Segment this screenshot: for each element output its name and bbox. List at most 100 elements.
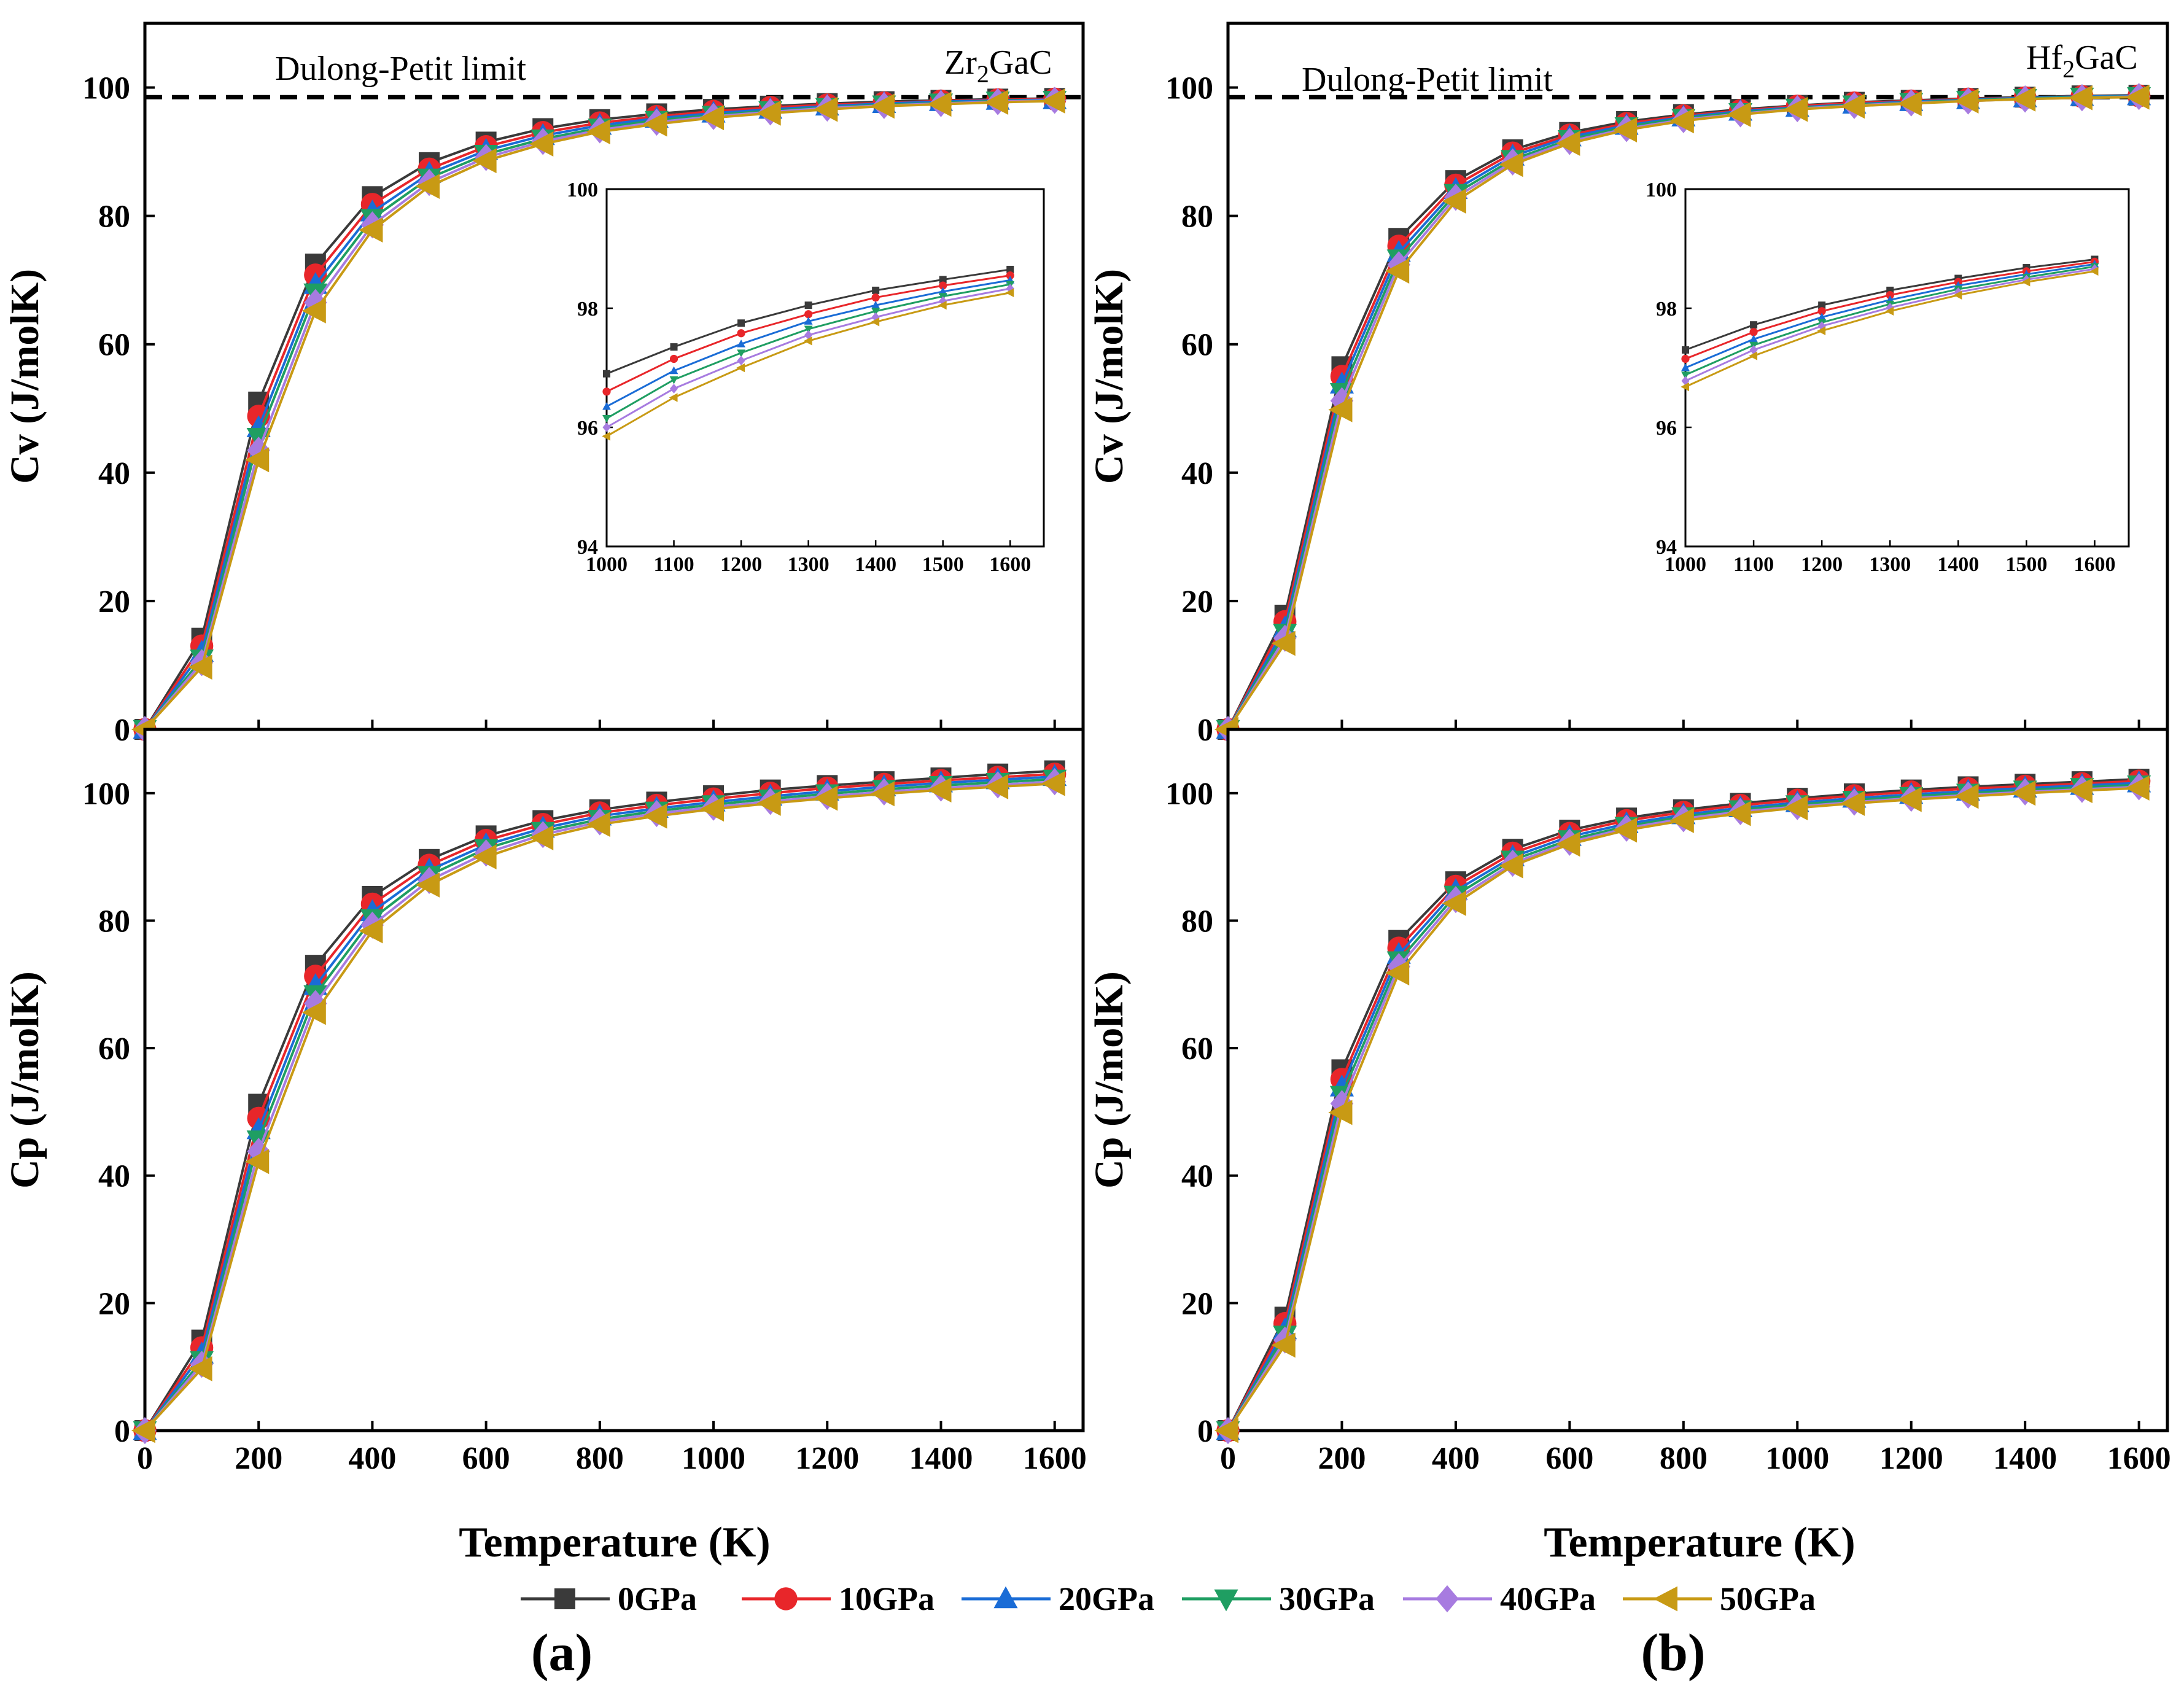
x-tick-label: 1400 — [1937, 553, 1979, 576]
data-point-10GPa — [1006, 271, 1014, 280]
data-point-50GPa — [1669, 108, 1694, 134]
y-axis-title: Cp (J/molK) — [2, 971, 47, 1189]
data-point-50GPa — [1954, 88, 1979, 114]
data-point-20GPa — [1681, 363, 1690, 371]
data-point-50GPa — [188, 1356, 212, 1381]
y-tick-label: 96 — [577, 417, 598, 440]
data-point-30GPa — [1681, 371, 1690, 379]
data-point-50GPa — [1784, 96, 1808, 122]
data-point-50GPa — [586, 119, 610, 145]
y-tick-label: 60 — [1181, 328, 1213, 363]
legend-label-40GPa: 40GPa — [1500, 1580, 1596, 1617]
x-tick-label: 1300 — [1869, 553, 1911, 576]
data-point-40GPa — [1681, 376, 1690, 386]
data-point-40GPa — [737, 355, 745, 366]
x-tick-label: 600 — [1545, 1441, 1593, 1476]
legend-label-10GPa: 10GPa — [839, 1580, 935, 1617]
data-point-0GPa — [670, 343, 678, 351]
x-tick-label: 1200 — [795, 1441, 859, 1476]
zr-subscript: 2 — [977, 60, 989, 88]
data-point-50GPa — [1499, 853, 1523, 879]
data-point-0GPa — [1818, 301, 1826, 309]
legend-marker-20GPa — [993, 1586, 1018, 1609]
y-tick-label: 94 — [1656, 536, 1677, 559]
data-point-40GPa — [304, 990, 327, 1017]
data-point-50GPa — [736, 363, 745, 373]
x-axis-title-b: Temperature (K) — [1544, 1519, 1855, 1566]
y-axis-title: Cv (J/molK) — [2, 269, 47, 484]
x-tick-label: 1100 — [653, 553, 694, 576]
data-point-50GPa — [415, 872, 440, 898]
legend-marker-0GPa — [554, 1588, 575, 1609]
data-point-20GPa — [871, 300, 880, 309]
data-point-40GPa — [1006, 284, 1014, 293]
dulong-petit-label-a: Dulong-Petit limit — [275, 50, 527, 88]
x-tick-label: 1600 — [2107, 1441, 2171, 1476]
zr-suffix: GaC — [989, 44, 1052, 82]
x-tick-label: 1100 — [1733, 553, 1774, 576]
data-point-10GPa — [602, 387, 611, 396]
data-point-40GPa — [669, 384, 678, 394]
data-point-20GPa — [737, 340, 745, 348]
data-point-10GPa — [1681, 354, 1690, 363]
x-tick-label: 1000 — [586, 553, 628, 576]
data-point-50GPa — [1727, 801, 1751, 826]
data-point-50GPa — [472, 844, 497, 870]
data-point-50GPa — [1897, 787, 1922, 812]
compound-label-zr2gac: Zr2GaC — [944, 44, 1052, 88]
x-tick-label: 800 — [1660, 1441, 1708, 1476]
y-tick-label: 40 — [98, 1159, 130, 1194]
x-tick-label: 1000 — [1765, 1441, 1829, 1476]
data-point-50GPa — [2068, 778, 2093, 804]
x-tick-label: 1000 — [1665, 553, 1706, 576]
data-point-50GPa — [1385, 258, 1410, 284]
y-tick-label: 0 — [1197, 1414, 1213, 1449]
data-point-30GPa — [669, 376, 678, 384]
x-tick-label: 400 — [1432, 1441, 1480, 1476]
data-point-50GPa — [2021, 278, 2030, 287]
y-tick-label: 80 — [1181, 904, 1213, 939]
x-tick-label: 1500 — [922, 553, 964, 576]
y-tick-label: 40 — [1181, 456, 1213, 491]
data-point-50GPa — [938, 300, 947, 310]
y-axis-title: Cp (J/molK) — [1087, 971, 1132, 1189]
data-point-50GPa — [699, 105, 725, 131]
data-point-10GPa — [737, 329, 745, 338]
data-point-30GPa — [871, 308, 880, 316]
chart-hf-cp: 0 200 400 600 800 1000 1200 1400 1600 0 20 40 60 80 10… — [1087, 728, 2171, 1476]
zr-prefix: Zr — [944, 44, 977, 82]
x-tick-label: 800 — [576, 1441, 624, 1476]
data-point-50GPa — [814, 785, 838, 811]
legend-marker-50GPa — [1653, 1586, 1677, 1612]
y-tick-label: 94 — [577, 536, 598, 559]
data-point-50GPa — [359, 217, 383, 243]
data-point-50GPa — [643, 803, 667, 829]
data-point-50GPa — [1005, 288, 1014, 297]
data-point-10GPa — [1886, 291, 1894, 300]
data-point-10GPa — [804, 310, 813, 319]
data-point-50GPa — [245, 1149, 270, 1175]
compound-label-hf2gac: Hf2GaC — [2026, 39, 2138, 83]
axes-frame-hf-cp — [1226, 728, 2169, 1432]
data-point-50GPa — [1840, 93, 1865, 119]
data-point-50GPa — [2068, 85, 2093, 111]
y-tick-label: 98 — [577, 298, 598, 320]
hf-subscript: 2 — [2062, 55, 2075, 83]
data-point-20GPa — [938, 287, 947, 295]
data-point-0GPa — [1006, 265, 1014, 273]
data-point-50GPa — [669, 393, 678, 402]
data-point-0GPa — [737, 319, 745, 327]
y-tick-label: 80 — [98, 904, 130, 939]
legend-marker-30GPa — [1214, 1589, 1238, 1612]
y-tick-label: 100 — [1165, 777, 1213, 812]
data-point-40GPa — [247, 1138, 270, 1165]
x-tick-label: 1600 — [2073, 553, 2115, 576]
data-point-50GPa — [2011, 86, 2036, 112]
data-point-50GPa — [871, 317, 880, 327]
y-tick-label: 20 — [98, 1286, 130, 1321]
data-point-40GPa — [1749, 345, 1758, 355]
data-point-50GPa — [1727, 102, 1751, 127]
data-point-50GPa — [529, 131, 554, 157]
data-point-10GPa — [939, 281, 947, 290]
data-point-50GPa — [984, 774, 1009, 799]
